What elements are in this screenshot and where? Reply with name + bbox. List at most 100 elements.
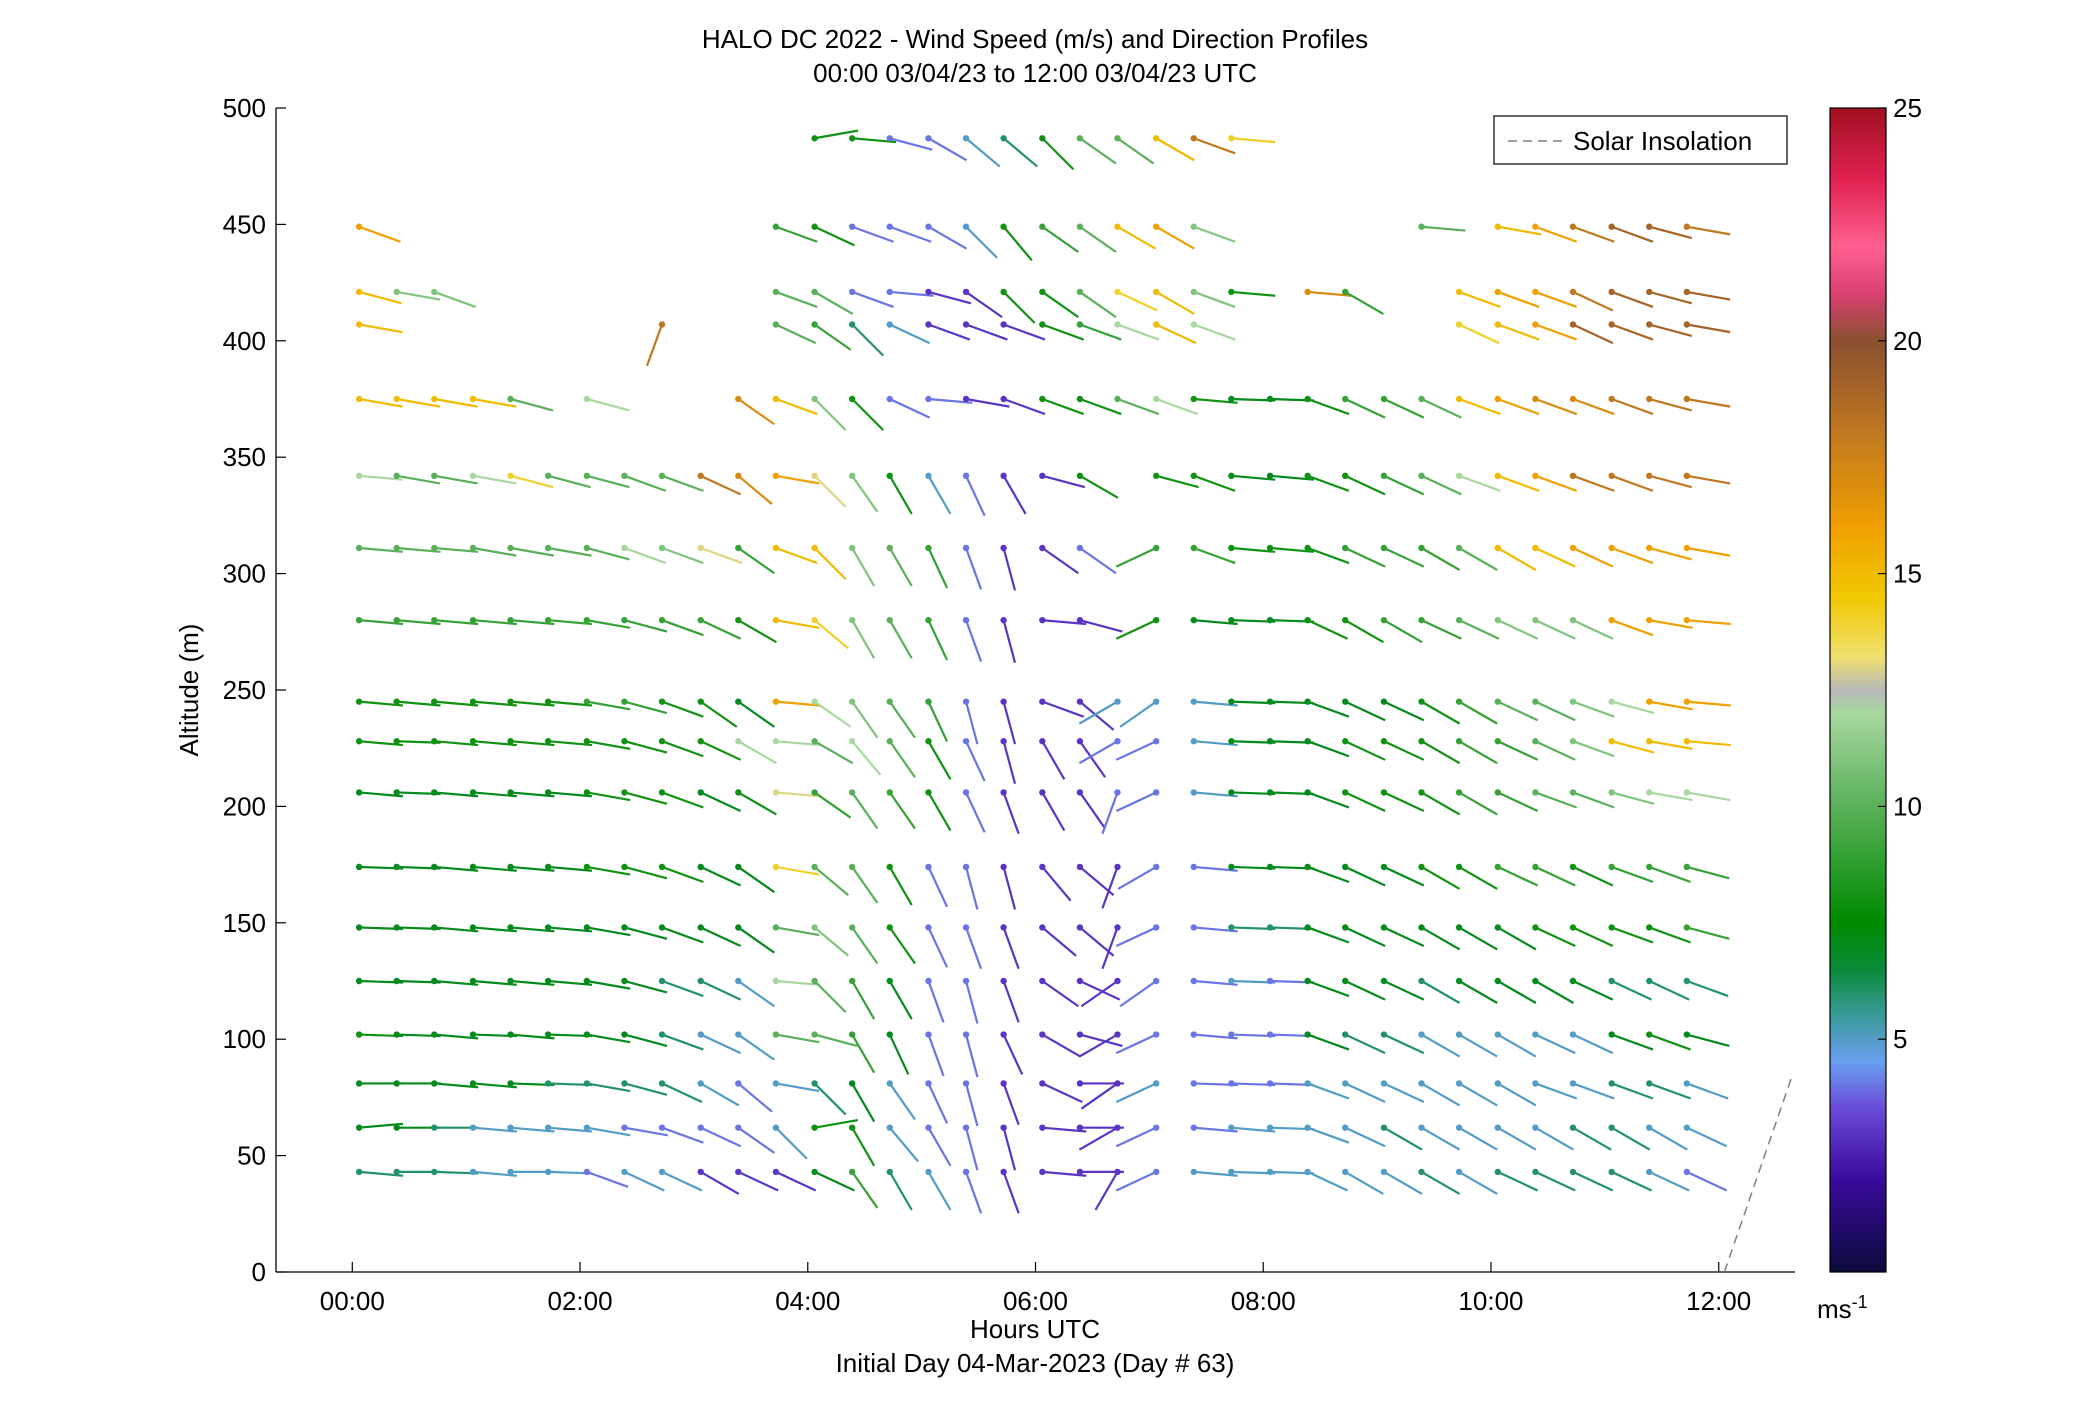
wind-barb (965, 1171, 983, 1214)
wind-barb (1231, 290, 1276, 297)
wind-barb (888, 619, 913, 659)
wind-barb (965, 619, 983, 662)
wind-barb-point (1380, 616, 1388, 624)
wind-barb (851, 290, 894, 308)
wind-barb (1572, 1082, 1615, 1100)
wind-barb (1611, 700, 1655, 715)
wind-barb-point (507, 789, 514, 796)
wind-barb-point (735, 1080, 742, 1087)
wind-barb-point (1532, 863, 1539, 871)
wind-barb-point (431, 789, 438, 796)
wind-barb-point (658, 863, 666, 871)
wind-barb (1497, 323, 1540, 341)
wind-barb-point (1304, 395, 1311, 403)
legend[interactable]: Solar Insolation (1493, 115, 1788, 165)
wind-barb (359, 474, 404, 481)
wind-barb-point (1304, 472, 1311, 480)
wind-barb-point (1608, 789, 1615, 796)
wind-barb-point (1228, 738, 1235, 745)
wind-barb-point (583, 472, 591, 480)
wind-barb (1497, 791, 1539, 813)
wind-barb-point (1683, 789, 1691, 796)
wind-barb (510, 546, 555, 557)
colorbar-tick-label: 15 (1893, 559, 1922, 589)
wind-barb (1611, 865, 1654, 884)
wind-barb-point (1228, 288, 1235, 296)
wind-barb-point (848, 924, 856, 931)
wind-barb (1572, 290, 1614, 312)
wind-barb-point (811, 544, 818, 552)
wind-barb (1344, 865, 1386, 887)
wind-barb-point (1000, 924, 1007, 931)
wind-barb-point (1569, 223, 1577, 230)
wind-barb (1383, 740, 1425, 761)
wind-barb-point (1228, 1031, 1235, 1038)
wind-barb-point (1076, 395, 1084, 403)
wind-barb (472, 546, 517, 557)
wind-barb-point (886, 472, 893, 480)
wind-barb (1458, 474, 1501, 492)
wind-barb-point (848, 1124, 856, 1131)
wind-barb-point (1076, 1168, 1084, 1176)
wind-barb (661, 791, 704, 809)
wind-barb-point (355, 789, 363, 796)
wind-barb-point (735, 1031, 742, 1038)
wind-barb (1535, 1082, 1578, 1100)
wind-barb (851, 619, 876, 659)
wind-barb (1003, 323, 1046, 341)
wind-barb-point (1683, 616, 1691, 624)
wind-barb (814, 1170, 855, 1192)
wind-barb (1420, 926, 1461, 951)
wind-barb (1002, 927, 1020, 970)
wind-barb (775, 619, 820, 629)
wind-barb-point (1646, 616, 1653, 624)
colorbar-tick-label: 10 (1893, 791, 1922, 821)
wind-barb-point (1153, 863, 1160, 871)
chart-subtitle: 00:00 03/04/23 to 12:00 03/04/23 UTC (813, 58, 1257, 88)
wind-barb-point (1153, 616, 1160, 624)
wind-barb (814, 740, 854, 765)
wind-barb (1344, 1082, 1386, 1104)
wind-barb-point (1000, 544, 1007, 552)
wind-barb-point (1153, 321, 1160, 328)
wind-barb-point (469, 395, 477, 403)
colorbar-ticks: 5 10 15 20 25 (1878, 93, 1922, 1054)
wind-barb (889, 290, 934, 297)
wind-barb (1155, 397, 1198, 416)
wind-barb-point (1418, 924, 1425, 931)
wind-barb (1193, 323, 1236, 341)
wind-barb (927, 1082, 949, 1124)
wind-barb-point (697, 616, 704, 624)
wind-barb (888, 791, 916, 830)
wind-barb (472, 619, 517, 626)
wind-barb (737, 474, 773, 505)
wind-barb-point (621, 1080, 628, 1087)
wind-barb-point (886, 1124, 893, 1131)
wind-barb-point (1608, 616, 1615, 624)
wind-barb-point (811, 863, 818, 871)
wind-barb-point (1683, 1080, 1691, 1087)
wind-barb (1572, 1170, 1614, 1192)
wind-barb (775, 700, 820, 707)
wind-barb (1344, 1033, 1386, 1055)
wind-barb (434, 791, 479, 798)
wind-barb-point (1039, 472, 1046, 480)
wind-barb-point (1114, 1124, 1121, 1131)
wind-barb (1686, 619, 1731, 626)
wind-barb (1534, 546, 1576, 568)
wind-barb-point (1228, 616, 1235, 624)
wind-barb (1041, 547, 1080, 575)
wind-barb (1611, 290, 1654, 308)
wind-barb (813, 475, 847, 508)
wind-barb (1458, 547, 1498, 571)
wind-barb-point (1380, 544, 1388, 552)
wind-barb (737, 619, 777, 644)
wind-barb (1534, 865, 1576, 887)
wind-barb-point (1532, 698, 1539, 705)
wind-barb-point (1304, 738, 1311, 745)
wind-barb (1041, 791, 1066, 832)
wind-barb-point (1000, 1168, 1007, 1176)
wind-barb-point (544, 544, 552, 552)
wind-barb-point (1418, 698, 1425, 705)
wind-barb (775, 323, 817, 345)
